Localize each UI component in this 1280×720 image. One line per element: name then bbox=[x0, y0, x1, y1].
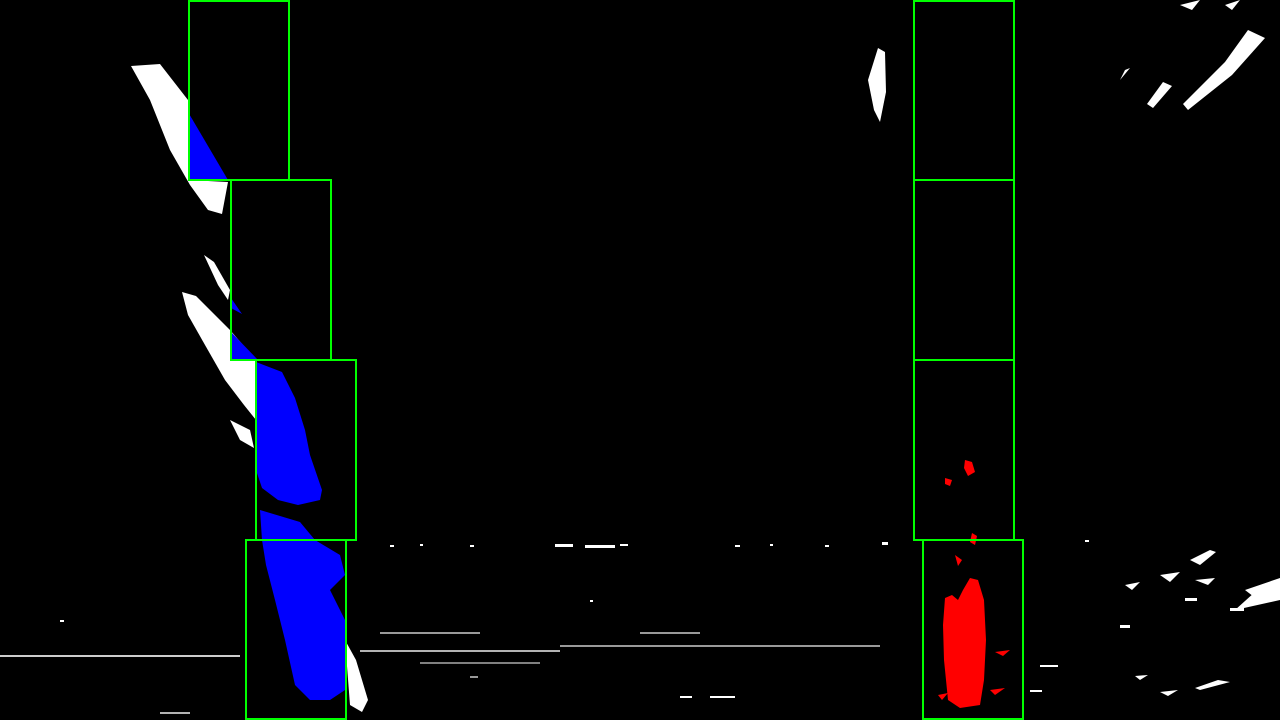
right-top-blob-1 bbox=[868, 48, 886, 122]
floor-speck-4 bbox=[380, 632, 480, 634]
right-bottom-streak-11 bbox=[1185, 598, 1197, 601]
right-lane-red-main bbox=[943, 578, 986, 708]
right-top-dot bbox=[1120, 68, 1130, 80]
floor-speck-2 bbox=[360, 650, 560, 652]
horizon-speck-4 bbox=[555, 544, 573, 547]
horizon-speck-9 bbox=[825, 545, 829, 547]
floor-speck-7 bbox=[680, 696, 692, 698]
right-bottom-streak-7 bbox=[1160, 690, 1178, 696]
right-lane-pixels bbox=[938, 460, 1010, 708]
floor-speck-13 bbox=[1030, 690, 1042, 692]
left-lane-white-fragment bbox=[230, 420, 254, 448]
left-lane-white-streak-top bbox=[131, 64, 228, 214]
left-lane-white-bottom bbox=[345, 640, 368, 712]
floor-speck-1 bbox=[0, 655, 240, 657]
left-lane-blue-window1 bbox=[188, 112, 228, 180]
right-bottom-streak-5 bbox=[1125, 582, 1140, 590]
floor-speck-9 bbox=[160, 712, 190, 714]
floor-speck-11 bbox=[470, 676, 478, 678]
right-lane-red-streak-3 bbox=[938, 693, 948, 700]
sliding-windows bbox=[188, 0, 1024, 720]
left-lane-blue-window2 bbox=[231, 298, 242, 314]
floor-speck-8 bbox=[710, 696, 735, 698]
right-top-streak-4 bbox=[1225, 0, 1240, 10]
horizon-speck-8 bbox=[770, 544, 773, 546]
horizon-speck-1 bbox=[390, 545, 394, 547]
right-bottom-streak-9 bbox=[1245, 578, 1280, 600]
right-lane-red-streak-1 bbox=[995, 650, 1010, 656]
right-lane-red-streak-4 bbox=[955, 555, 962, 566]
left-lane-blue-window2-base bbox=[231, 332, 258, 360]
horizon-speck-6 bbox=[620, 544, 628, 546]
right-bottom-streak-4 bbox=[1195, 578, 1215, 585]
floor-speck-5 bbox=[640, 632, 700, 634]
horizon-speck-3 bbox=[470, 545, 474, 547]
right-bottom-streak-2 bbox=[1190, 550, 1216, 565]
floor-speck-14 bbox=[60, 620, 64, 622]
horizon-speck-5 bbox=[585, 545, 615, 548]
right-bottom-streak-3 bbox=[1160, 572, 1180, 582]
left-lane-white-streak-mid bbox=[204, 255, 230, 300]
right-bottom-streak-10 bbox=[1120, 625, 1130, 628]
horizon-speck-7 bbox=[735, 545, 740, 547]
right-lane-red-streak-2 bbox=[990, 688, 1005, 695]
right-top-streak-1 bbox=[1183, 30, 1265, 110]
left-window-4 bbox=[245, 539, 347, 720]
right-bottom-streak-6 bbox=[1195, 680, 1230, 690]
floor-speck-3 bbox=[560, 645, 880, 647]
horizon-speck-2 bbox=[420, 544, 423, 546]
horizon-speck-11 bbox=[1085, 540, 1089, 542]
left-lane-white-streak-lower bbox=[182, 292, 256, 420]
floor-speck-6 bbox=[420, 662, 540, 664]
floor-speck-12 bbox=[1040, 665, 1058, 667]
horizon-speck-10 bbox=[882, 542, 888, 545]
left-lane-blue-window3 bbox=[256, 362, 322, 505]
left-lane-blue-streak-1 bbox=[300, 620, 322, 645]
left-lane-pixels bbox=[188, 112, 345, 700]
left-lane-blue-streak-3 bbox=[320, 600, 340, 618]
right-top-streak-2 bbox=[1147, 82, 1172, 108]
right-window-4 bbox=[922, 539, 1024, 720]
right-lane-red-blob-1 bbox=[964, 460, 975, 476]
right-bottom-streak-12 bbox=[1230, 608, 1244, 611]
left-lane-blue-streak-2 bbox=[312, 560, 335, 582]
floor-speck-10 bbox=[590, 600, 593, 602]
left-lane-blue-window4 bbox=[260, 510, 345, 700]
right-lane-red-blob-2 bbox=[945, 478, 952, 486]
right-top-streak-3 bbox=[1180, 0, 1200, 10]
right-bottom-streak-8 bbox=[1135, 675, 1148, 680]
